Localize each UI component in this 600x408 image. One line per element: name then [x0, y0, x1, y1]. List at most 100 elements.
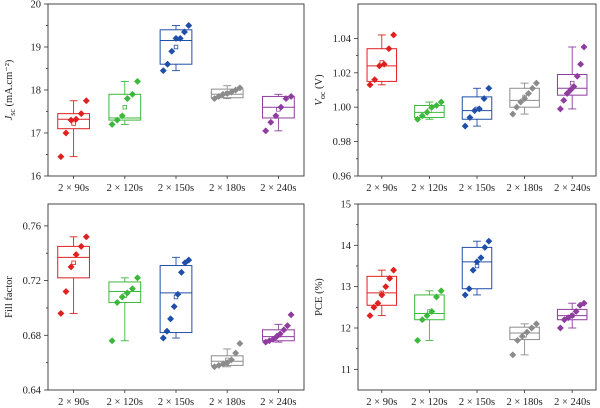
x-tick-label: 2 × 240s — [260, 183, 296, 194]
data-point — [366, 81, 374, 89]
data-point — [485, 84, 493, 92]
data-point — [163, 327, 171, 335]
box-4 — [556, 299, 588, 332]
data-point — [414, 336, 422, 344]
y-tick-label: 11 — [341, 365, 351, 376]
x-tick-label: 2 × 150s — [459, 397, 495, 408]
y-tick-label: 0.72 — [23, 276, 41, 287]
data-point — [390, 31, 398, 39]
data-point — [475, 105, 483, 113]
data-point — [385, 45, 393, 53]
y-tick-label: 1.04 — [333, 34, 352, 45]
box-3 — [210, 84, 244, 103]
data-point — [287, 92, 295, 101]
box-mean — [71, 121, 76, 126]
box-4 — [262, 311, 295, 346]
y-tick-label: 14 — [341, 241, 352, 252]
x-tick-label: 2 × 150s — [158, 183, 194, 194]
data-point — [133, 77, 142, 85]
box-iqr — [366, 48, 398, 82]
data-point — [276, 330, 284, 338]
x-tick-label: 2 × 240s — [260, 397, 296, 408]
box-mean — [122, 105, 127, 110]
y-axis-label-sub: oc — [318, 91, 327, 99]
y-tick-label: 19 — [31, 43, 42, 54]
data-point — [570, 83, 578, 91]
data-point — [62, 129, 70, 137]
data-point — [580, 43, 588, 51]
data-point — [170, 303, 178, 311]
box-iqr — [108, 281, 142, 303]
data-point — [82, 97, 90, 105]
y-axis-label-main: J — [4, 114, 15, 120]
box-3 — [210, 339, 244, 371]
box-iqr — [366, 275, 398, 306]
data-point — [287, 311, 295, 319]
box-2 — [461, 84, 493, 130]
data-point — [67, 263, 75, 271]
x-tick-label: 2 × 240s — [554, 397, 590, 408]
data-point — [568, 312, 576, 320]
data-point — [390, 266, 398, 274]
data-point — [174, 290, 182, 298]
data-point — [227, 356, 235, 364]
x-tick-label: 2 × 180s — [506, 397, 542, 408]
y-tick-label: 20 — [31, 0, 42, 11]
data-point — [272, 112, 280, 120]
y-axis-label-main: V — [314, 98, 325, 106]
data-point — [532, 320, 540, 328]
data-point — [469, 266, 477, 274]
box-4 — [262, 92, 295, 135]
box-2 — [159, 21, 193, 75]
y-tick-label: 15 — [341, 200, 352, 211]
box-3 — [509, 79, 540, 118]
panel-d: 11 12 13 14 15 2 × 90s 2 × 120s 2 × 150s 2 × 180… — [314, 200, 597, 408]
y-tick-label: 1.02 — [333, 68, 351, 79]
data-point — [524, 89, 533, 97]
data-point — [432, 101, 441, 110]
data-point — [133, 274, 142, 282]
y-axis-label-main: Fill factor — [4, 276, 15, 318]
panel-a: 16 17 18 19 20 2 × 90s 2 × 120s 2 × 150s 2 × 180… — [4, 0, 305, 194]
data-point — [72, 115, 80, 123]
x-tick-label: 2 × 180s — [209, 397, 245, 408]
data-point — [382, 283, 390, 291]
data-point — [378, 291, 386, 299]
box-1 — [108, 77, 142, 128]
data-point — [521, 95, 529, 103]
x-tick-label: 2 × 90s — [58, 183, 89, 194]
data-point — [418, 112, 426, 120]
data-point — [461, 291, 469, 299]
data-point — [118, 293, 126, 301]
box-4 — [556, 43, 588, 113]
data-point — [563, 89, 571, 97]
data-point — [113, 116, 121, 124]
data-point — [371, 76, 379, 84]
box-iqr — [210, 88, 244, 99]
data-point — [577, 60, 585, 68]
box-iqr — [159, 29, 193, 65]
data-point — [477, 254, 485, 262]
data-point — [167, 315, 175, 323]
box-0 — [366, 266, 398, 320]
y-tick-label: 16 — [31, 172, 42, 183]
data-point — [57, 153, 65, 161]
box-1 — [108, 274, 142, 345]
data-point — [580, 299, 588, 307]
y-axis-label-sub: sc — [8, 109, 17, 116]
data-point — [163, 60, 172, 68]
box-iqr — [556, 74, 588, 96]
x-tick-label: 2 × 150s — [459, 183, 495, 194]
data-point — [414, 115, 422, 123]
y-axis-label: PCE (%) — [314, 278, 325, 316]
x-tick-label: 2 × 180s — [506, 183, 542, 194]
y-axis-label-unit: (V) — [314, 74, 325, 92]
data-point — [437, 287, 445, 295]
data-point — [118, 112, 126, 120]
data-point — [423, 312, 431, 320]
data-point — [277, 103, 285, 111]
box-3 — [509, 320, 540, 359]
box-iqr — [108, 93, 142, 121]
data-point — [513, 103, 521, 111]
box-iqr — [414, 294, 445, 321]
